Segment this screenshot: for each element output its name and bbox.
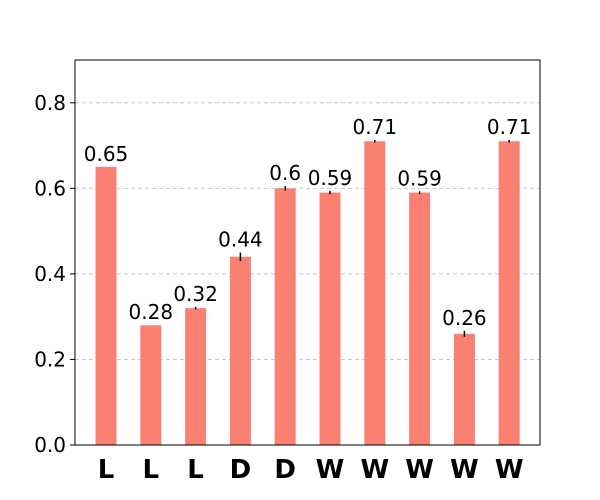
- bar: [453, 333, 475, 445]
- y-tick-label: 0.0: [34, 433, 66, 457]
- value-label: 0.32: [173, 282, 218, 306]
- plot-frame: [74, 59, 541, 446]
- y-tick-label: 0.2: [34, 347, 66, 371]
- bar: [274, 188, 296, 446]
- value-label: 0.59: [397, 166, 442, 190]
- x-tick-label: D: [274, 455, 296, 485]
- bar: [185, 308, 207, 445]
- bar: [319, 192, 341, 445]
- value-label: 0.71: [353, 115, 398, 139]
- x-tick-label: W: [450, 455, 479, 485]
- x-tick-label: W: [360, 455, 389, 485]
- x-tick-label: W: [495, 455, 524, 485]
- value-label: 0.26: [442, 306, 487, 330]
- x-tick-label: L: [98, 455, 115, 485]
- bar: [140, 325, 162, 445]
- bar: [229, 256, 251, 445]
- y-tick-label: 0.6: [34, 176, 66, 200]
- x-tick-label: L: [187, 455, 204, 485]
- value-label: 0.65: [84, 142, 129, 166]
- y-tick-label: 0.8: [34, 91, 66, 115]
- x-tick-label: W: [316, 455, 345, 485]
- bar: [409, 192, 431, 445]
- bar: [364, 141, 386, 445]
- value-label: 0.59: [308, 166, 353, 190]
- value-label: 0.28: [129, 300, 174, 324]
- x-tick-label: D: [230, 455, 252, 485]
- bar: [95, 166, 117, 445]
- value-label: 0.6: [269, 161, 301, 185]
- x-tick-label: W: [405, 455, 434, 485]
- bar: [498, 141, 520, 445]
- value-label: 0.71: [487, 115, 532, 139]
- y-tick-label: 0.4: [34, 262, 66, 286]
- x-tick-label: L: [143, 455, 160, 485]
- value-label: 0.44: [218, 228, 263, 252]
